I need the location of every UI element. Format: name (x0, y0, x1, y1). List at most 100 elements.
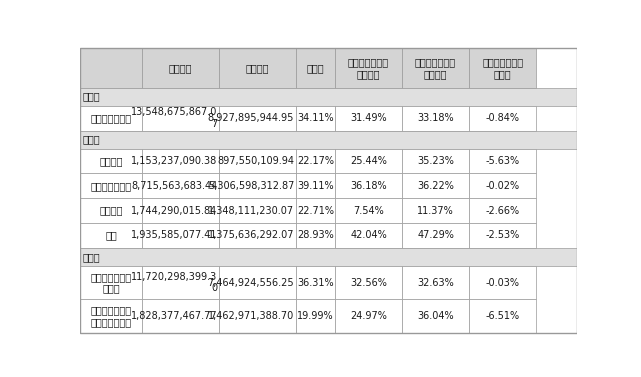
Text: 1,348,111,230.07: 1,348,111,230.07 (208, 205, 294, 216)
Bar (402, 48, 469, 87)
Text: 分地区: 分地区 (83, 252, 100, 262)
Text: -0.03%: -0.03% (486, 277, 520, 288)
Text: 36.18%: 36.18% (350, 181, 387, 191)
Bar (335, 48, 402, 87)
Text: 36.04%: 36.04% (417, 311, 454, 321)
Text: -0.02%: -0.02% (486, 181, 520, 191)
Text: 8,715,563,683.44: 8,715,563,683.44 (131, 181, 217, 191)
Bar (402, 198, 469, 223)
Text: 47.29%: 47.29% (417, 230, 454, 241)
Text: 28.93%: 28.93% (297, 230, 334, 241)
Text: 11.37%: 11.37% (417, 205, 454, 216)
Bar (80, 149, 142, 173)
Bar (219, 48, 296, 87)
Text: -6.51%: -6.51% (486, 311, 520, 321)
Bar (402, 106, 469, 130)
Bar (402, 223, 469, 248)
Bar (335, 106, 402, 130)
Text: 11,720,298,399.3
0: 11,720,298,399.3 0 (131, 272, 217, 293)
Text: 来自于其他国家
（地区）交易收: 来自于其他国家 （地区）交易收 (90, 305, 132, 327)
Bar (142, 48, 219, 87)
Bar (80, 266, 142, 299)
Text: 7,464,924,556.25: 7,464,924,556.25 (208, 277, 294, 288)
Bar (296, 266, 335, 299)
Text: 24.97%: 24.97% (350, 311, 387, 321)
Bar (80, 198, 142, 223)
Text: -2.66%: -2.66% (486, 205, 520, 216)
Text: 31.49%: 31.49% (350, 113, 387, 123)
Text: 7.54%: 7.54% (353, 205, 384, 216)
Text: 1,744,290,015.84: 1,744,290,015.84 (131, 205, 217, 216)
Text: 营业收入比上年
同期增减: 营业收入比上年 同期增减 (348, 57, 389, 79)
Text: 分行业: 分行业 (83, 92, 100, 102)
Bar (402, 299, 469, 333)
Bar (80, 299, 142, 333)
Bar (469, 198, 536, 223)
Bar (469, 266, 536, 299)
Bar (296, 48, 335, 87)
Bar (402, 149, 469, 173)
Text: 36.31%: 36.31% (297, 277, 334, 288)
Text: 来自本国交易收
入总额: 来自本国交易收 入总额 (90, 272, 132, 293)
Bar (219, 106, 296, 130)
Text: 营业收入: 营业收入 (169, 63, 192, 73)
Text: 32.63%: 32.63% (417, 277, 454, 288)
Text: 通讯产品: 通讯产品 (99, 205, 123, 216)
Text: 1,153,237,090.38: 1,153,237,090.38 (131, 156, 217, 166)
Bar (219, 173, 296, 198)
Text: 5,306,598,312.87: 5,306,598,312.87 (208, 181, 294, 191)
Text: 32.56%: 32.56% (350, 277, 387, 288)
Bar (335, 266, 402, 299)
Text: 1,828,377,467.77: 1,828,377,467.77 (131, 311, 217, 321)
Bar (142, 223, 219, 248)
Text: 34.11%: 34.11% (297, 113, 334, 123)
Bar (469, 223, 536, 248)
Text: 22.71%: 22.71% (297, 205, 334, 216)
Bar (296, 106, 335, 130)
Bar (296, 299, 335, 333)
Bar (469, 106, 536, 130)
Text: 25.44%: 25.44% (350, 156, 387, 166)
Text: 8,927,895,944.95: 8,927,895,944.95 (208, 113, 294, 123)
Bar (80, 223, 142, 248)
Bar (402, 266, 469, 299)
Bar (469, 173, 536, 198)
Bar (335, 198, 402, 223)
Bar (335, 299, 402, 333)
Text: 1,375,636,292.07: 1,375,636,292.07 (208, 230, 294, 241)
Bar (219, 299, 296, 333)
Bar (142, 106, 219, 130)
Bar (142, 266, 219, 299)
Bar (80, 48, 142, 87)
Bar (80, 87, 577, 106)
Bar (80, 248, 577, 266)
Text: 42.04%: 42.04% (350, 230, 387, 241)
Text: -2.53%: -2.53% (485, 230, 520, 241)
Text: 39.11%: 39.11% (297, 181, 334, 191)
Text: 897,550,109.94: 897,550,109.94 (217, 156, 294, 166)
Bar (296, 198, 335, 223)
Text: 13,548,675,867.0
7: 13,548,675,867.0 7 (131, 107, 217, 129)
Bar (142, 299, 219, 333)
Text: 33.18%: 33.18% (417, 113, 454, 123)
Bar (296, 223, 335, 248)
Bar (80, 130, 577, 149)
Bar (142, 198, 219, 223)
Text: 其它: 其它 (105, 230, 117, 241)
Text: 1,462,971,388.70: 1,462,971,388.70 (208, 311, 294, 321)
Text: 35.23%: 35.23% (417, 156, 454, 166)
Bar (219, 266, 296, 299)
Bar (219, 223, 296, 248)
Bar (335, 173, 402, 198)
Text: 企业级网络设备: 企业级网络设备 (90, 181, 132, 191)
Bar (219, 149, 296, 173)
Bar (142, 173, 219, 198)
Text: -5.63%: -5.63% (486, 156, 520, 166)
Bar (219, 198, 296, 223)
Bar (335, 223, 402, 248)
Bar (469, 299, 536, 333)
Bar (469, 149, 536, 173)
Text: -0.84%: -0.84% (486, 113, 520, 123)
Bar (296, 149, 335, 173)
Bar (80, 173, 142, 198)
